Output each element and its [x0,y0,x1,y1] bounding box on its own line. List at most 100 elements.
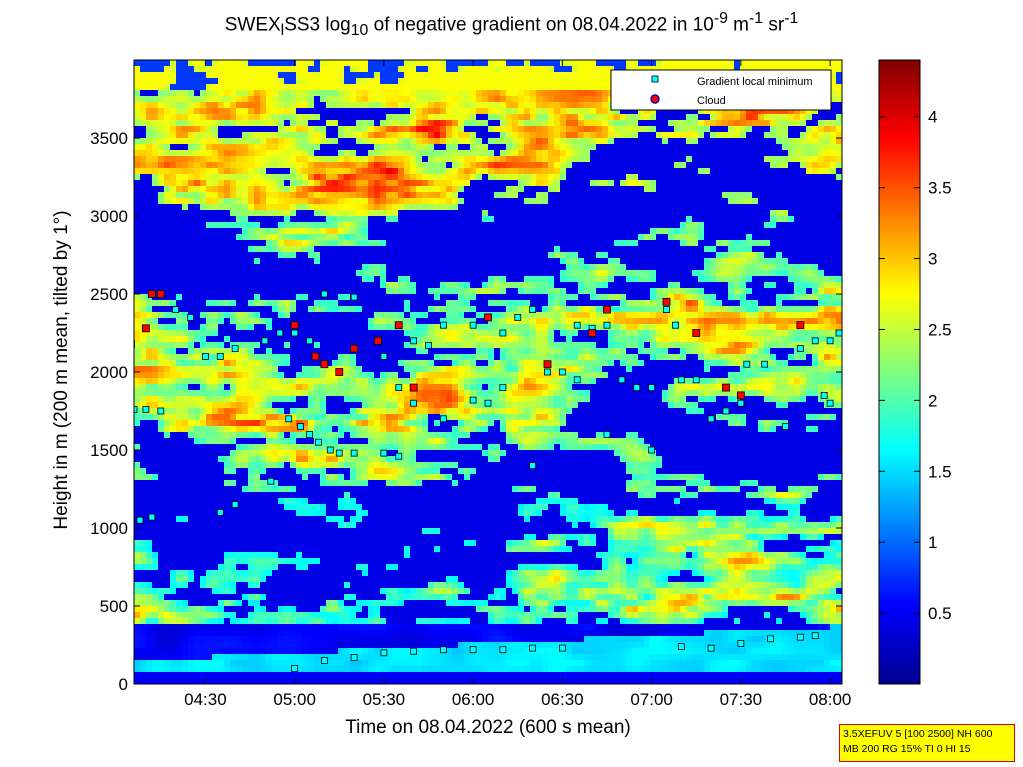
heatmap-cell [152,450,159,457]
heatmap-cell [404,648,411,655]
heatmap-cell [164,510,171,517]
heatmap-cell [272,360,279,367]
heatmap-cell [242,96,249,103]
heatmap-cell [236,480,243,487]
heatmap-cell [206,492,213,499]
heatmap-cell [380,180,387,187]
heatmap-cell [308,450,315,457]
heatmap-cell [398,234,405,241]
heatmap-cell [314,516,321,523]
heatmap-cell [290,168,297,175]
heatmap-cell [368,180,375,187]
heatmap-cell [398,348,405,355]
heatmap-cell [230,366,237,373]
heatmap-cell [218,498,225,505]
heatmap-cell [152,264,159,271]
heatmap-cell [404,450,411,457]
heatmap-cell [248,96,255,103]
heatmap-cell [266,336,273,343]
heatmap-cell [326,618,333,625]
heatmap-cell [230,60,237,67]
heatmap-cell [356,144,363,151]
heatmap-cell [176,252,183,259]
heatmap-cell [242,306,249,313]
heatmap-cell [404,60,411,67]
heatmap-cell [272,114,279,121]
heatmap-cell [362,552,369,559]
heatmap-cell [206,534,213,541]
heatmap-cell [188,90,195,97]
heatmap-cell [140,438,147,445]
heatmap-cell [176,552,183,559]
heatmap-cell [344,60,351,67]
heatmap-cell [194,432,201,439]
heatmap-cell [284,306,291,313]
heatmap-cell [134,372,141,379]
heatmap-cell [386,264,393,271]
heatmap-cell [176,498,183,505]
heatmap-cell [182,72,189,79]
heatmap-cell [152,420,159,427]
heatmap-cell [242,666,249,673]
heatmap-cell [416,504,423,511]
heatmap-cell [386,666,393,673]
heatmap-cell [206,588,213,595]
heatmap-cell [152,372,159,379]
heatmap-cell [164,360,171,367]
heatmap-cell [212,306,219,313]
heatmap-cell [374,678,381,684]
heatmap-cell [314,636,321,643]
heatmap-cell [266,540,273,547]
heatmap-cell [176,90,183,97]
heatmap-cell [338,78,345,85]
heatmap-cell [242,486,249,493]
heatmap-cell [236,204,243,211]
heatmap-cell [362,330,369,337]
heatmap-cell [254,348,261,355]
heatmap-cell [140,588,147,595]
heatmap-cell [296,330,303,337]
heatmap-cell [350,462,357,469]
heatmap-cell [272,594,279,601]
heatmap-cell [182,120,189,127]
heatmap-cell [272,540,279,547]
heatmap-cell [242,606,249,613]
heatmap-cell [134,552,141,559]
heatmap-cell [308,102,315,109]
heatmap-cell [236,222,243,229]
heatmap-cell [206,300,213,307]
heatmap-cell [152,360,159,367]
heatmap-cell [170,378,177,385]
heatmap-cell [224,228,231,235]
heatmap-cell [164,222,171,229]
heatmap-cell [368,96,375,103]
heatmap-cell [212,186,219,193]
heatmap-cell [386,72,393,79]
heatmap-cell [398,378,405,385]
heatmap-cell [404,186,411,193]
heatmap-cell [194,618,201,625]
heatmap-cell [386,594,393,601]
heatmap-cell [332,474,339,481]
heatmap-cell [212,558,219,565]
heatmap-cell [302,198,309,205]
heatmap-cell [416,318,423,325]
heatmap-cell [362,60,369,67]
heatmap-cell [392,570,399,577]
heatmap-cell [218,318,225,325]
heatmap-cell [314,498,321,505]
heatmap-cell [404,174,411,181]
heatmap-cell [404,570,411,577]
heatmap-cell [182,324,189,331]
heatmap-cell [224,534,231,541]
heatmap-cell [344,318,351,325]
heatmap-cell [284,354,291,361]
heatmap-cell [308,108,315,115]
heatmap-cell [236,420,243,427]
heatmap-cell [404,84,411,91]
heatmap-cell [194,546,201,553]
heatmap-cell [158,540,165,547]
heatmap-cell [164,276,171,283]
heatmap-cell [158,372,165,379]
heatmap-cell [386,618,393,625]
